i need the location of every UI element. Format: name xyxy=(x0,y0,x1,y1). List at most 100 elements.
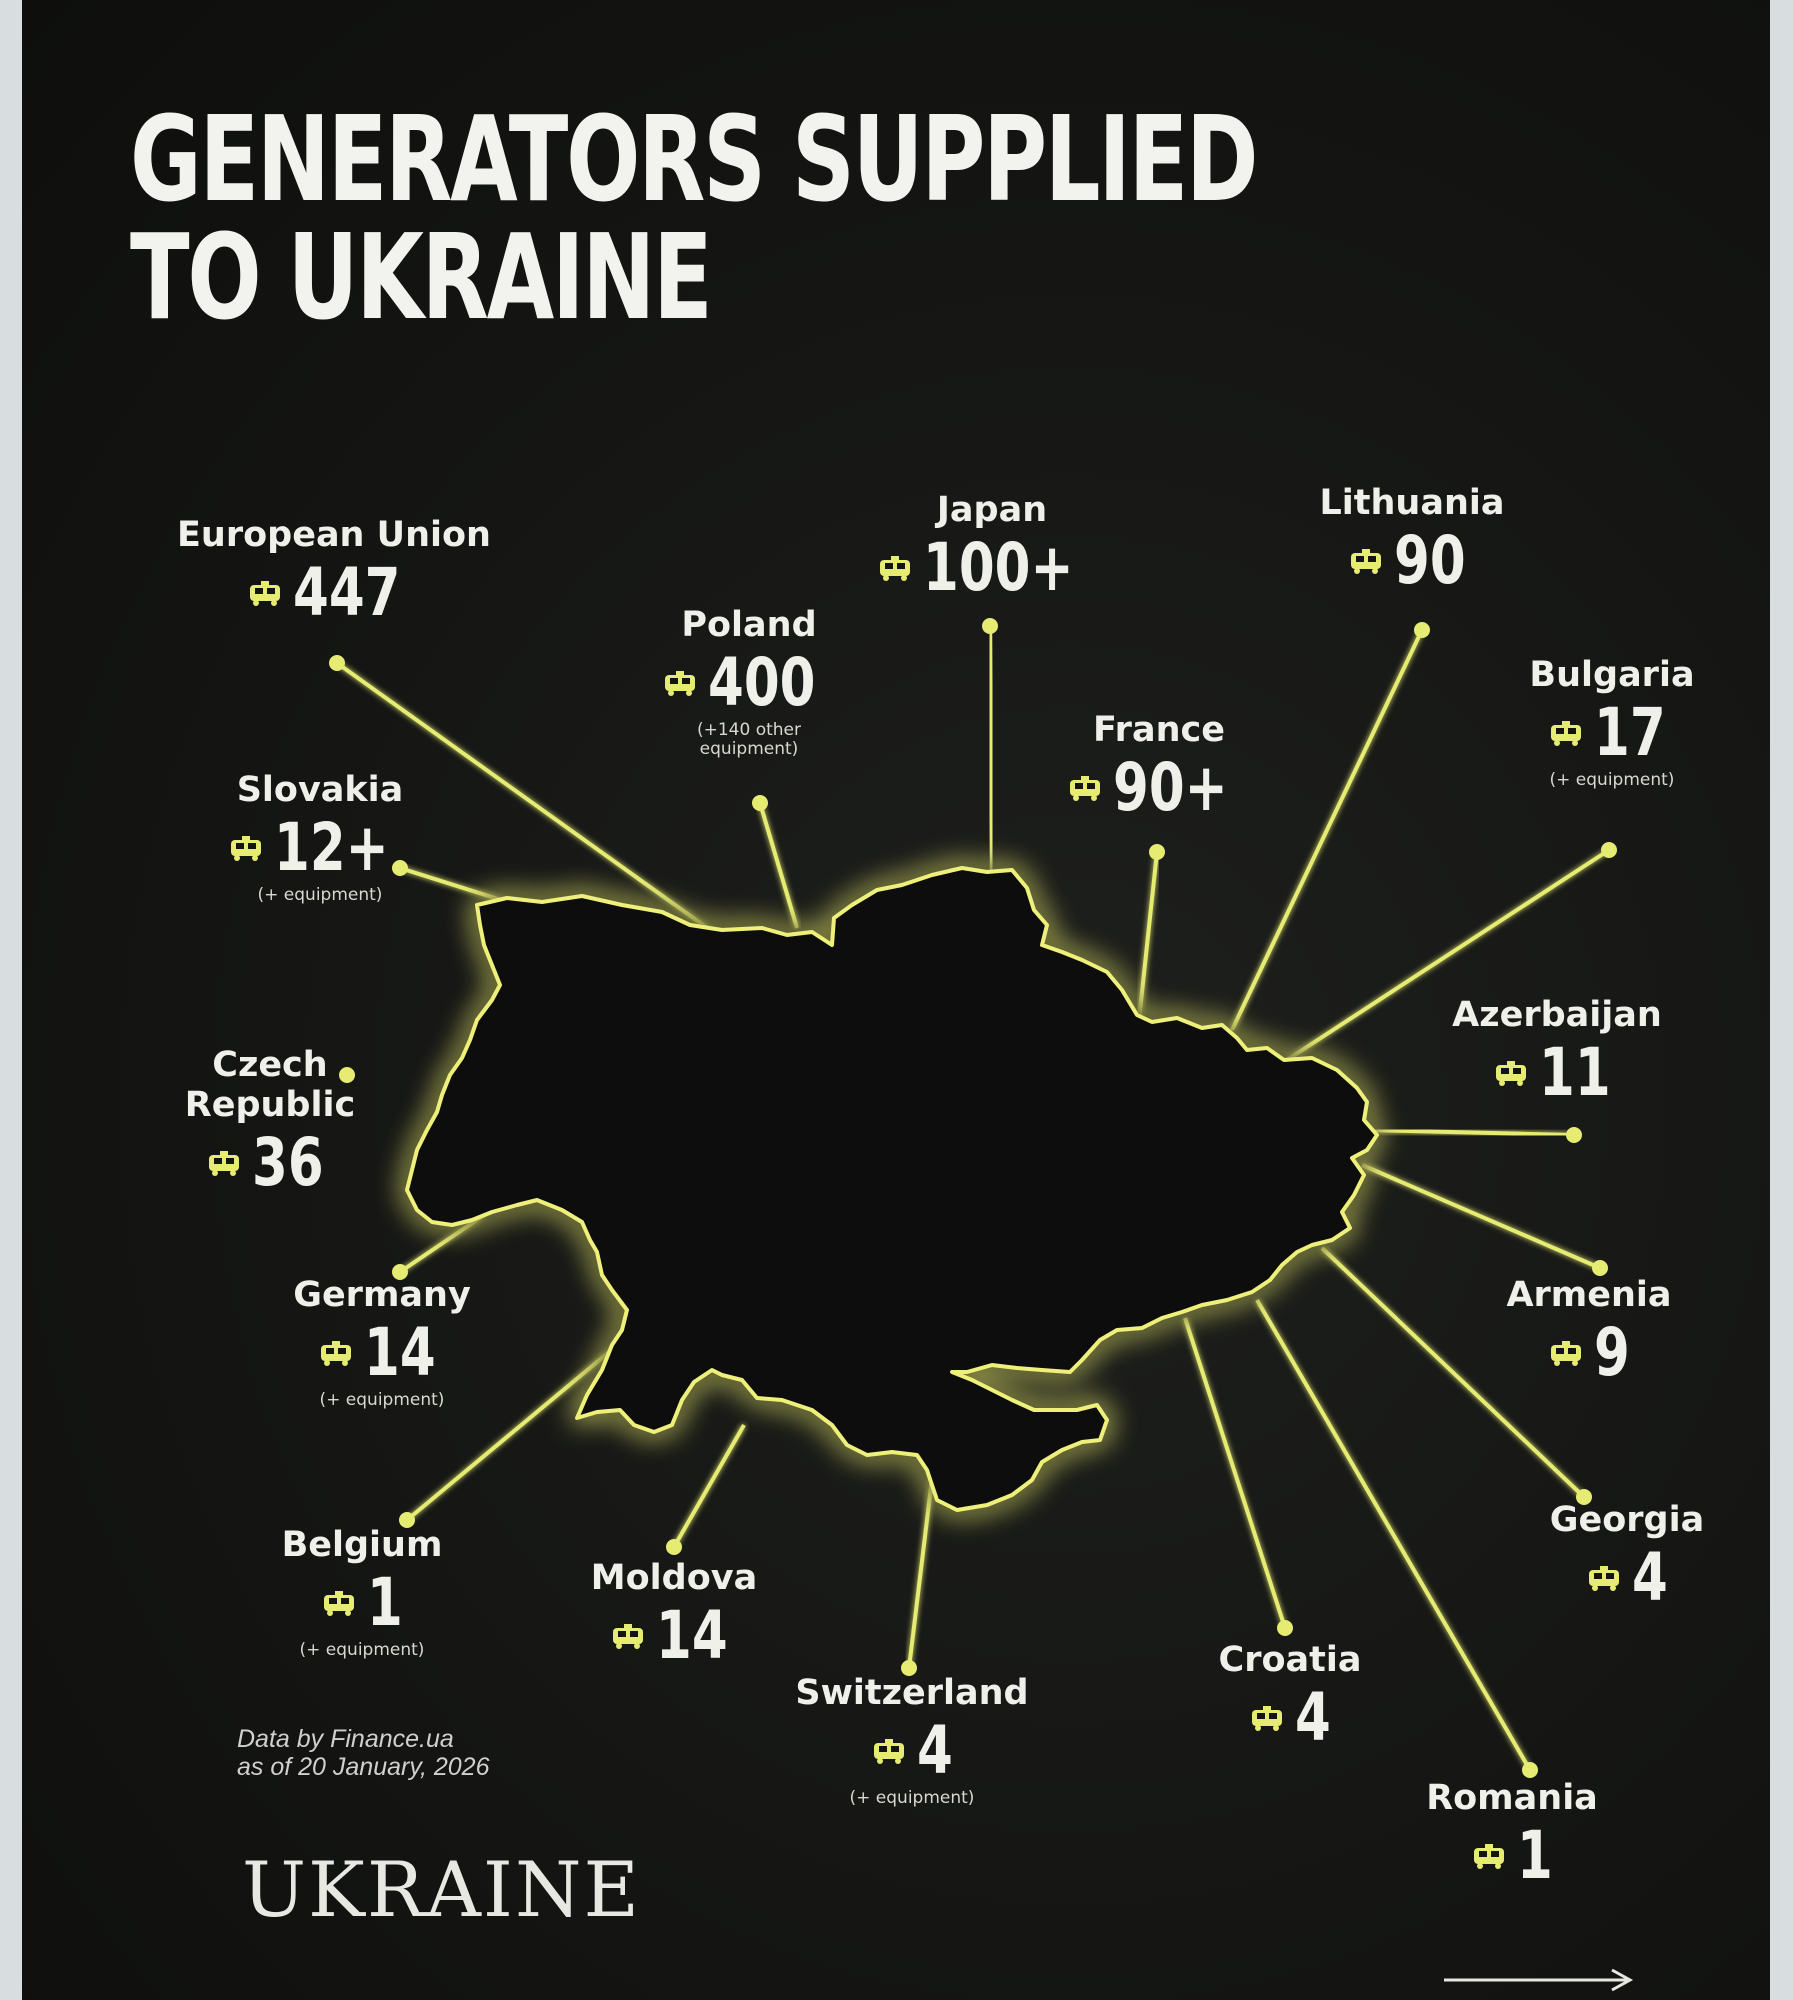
generator-icon xyxy=(1249,1704,1285,1732)
country-name: European Union xyxy=(177,515,491,555)
country-georgia: Georgia 4 xyxy=(1427,1500,1770,1616)
connector-dot-azerbaijan xyxy=(1566,1127,1582,1143)
country-note: (+140 other equipment) xyxy=(696,720,802,759)
generator-icon xyxy=(1548,719,1584,747)
generator-count: 14 xyxy=(364,1314,436,1391)
connector-dot-georgia xyxy=(1576,1489,1592,1505)
country-poland: Poland 400 (+140 other equipment) xyxy=(549,605,949,759)
country-name: Poland xyxy=(681,605,817,645)
country-name: Moldova xyxy=(590,1558,758,1598)
connector-dot-belgium xyxy=(399,1512,415,1528)
connector-dot-lithuania xyxy=(1414,622,1430,638)
ukraine-map xyxy=(329,618,1617,1778)
title-line-1: GENERATORS SUPPLIED xyxy=(130,90,1259,228)
connector-dot-armenia xyxy=(1592,1260,1608,1276)
generator-icon xyxy=(321,1589,357,1617)
country-note: (+ equipment) xyxy=(257,885,383,905)
country-value: 14 xyxy=(474,1598,874,1674)
country-name: Germany xyxy=(293,1275,471,1315)
generator-icon xyxy=(1067,774,1103,802)
country-name: Czech Republic xyxy=(184,1045,356,1125)
country-note: (+ equipment) xyxy=(299,1640,425,1660)
arrow-right-icon[interactable] xyxy=(1442,1965,1642,1995)
country-value: 11 xyxy=(1357,1035,1757,1111)
generator-icon xyxy=(1548,1339,1584,1367)
country-value: 100+ xyxy=(792,530,1192,606)
country-croatia: Croatia 4 xyxy=(1090,1640,1490,1756)
source-line-1: Data by Finance.ua xyxy=(237,1725,454,1753)
generator-count: 12+ xyxy=(274,809,390,886)
connector-dot-bulgaria xyxy=(1601,842,1617,858)
infographic-poster: GENERATORS SUPPLIED TO UKRAINE European … xyxy=(22,0,1770,2000)
generator-icon xyxy=(228,834,264,862)
country-armenia: Armenia 9 xyxy=(1389,1275,1770,1391)
country-name: Armenia xyxy=(1506,1275,1672,1315)
connector-dot-switzerland xyxy=(901,1660,917,1676)
connector-line-armenia xyxy=(1361,1163,1601,1270)
generator-count: 400 xyxy=(708,644,816,721)
country-value: 1 xyxy=(1312,1818,1712,1894)
country-note: (+ equipment) xyxy=(849,1788,975,1808)
country-japan: Japan 100+ xyxy=(792,490,1192,606)
generator-count: 4 xyxy=(1295,1679,1331,1756)
connector-line-lithuania xyxy=(1230,629,1424,1031)
title-line-2: TO UKRAINE xyxy=(130,208,713,346)
country-moldova: Moldova 14 xyxy=(474,1558,874,1674)
country-bulgaria: Bulgaria 17 (+ equipment) xyxy=(1412,655,1770,790)
connector-dot-germany xyxy=(392,1264,408,1280)
country-germany: Germany 14 (+ equipment) xyxy=(182,1275,582,1410)
generator-count: 4 xyxy=(1632,1539,1668,1616)
generator-icon xyxy=(871,1737,907,1765)
connector-dot-moldova xyxy=(666,1539,682,1555)
country-value: 447 xyxy=(134,555,534,631)
source-line-2: as of 20 January, 2026 xyxy=(237,1753,490,1781)
generator-count: 9 xyxy=(1594,1314,1630,1391)
country-value: 17 xyxy=(1412,695,1770,771)
country-note: (+ equipment) xyxy=(319,1390,445,1410)
ukraine-logo: UKRAINE xyxy=(242,1845,641,1934)
connector-lines xyxy=(335,625,1611,1772)
ukraine-outline xyxy=(405,866,1379,1512)
generator-count: 36 xyxy=(252,1124,324,1201)
country-value: 12+ xyxy=(120,810,520,886)
country-name: Romania xyxy=(1426,1778,1598,1818)
country-name: Azerbaijan xyxy=(1452,995,1662,1035)
connector-dot-european-union xyxy=(329,655,345,671)
connector-line-moldova xyxy=(672,1424,746,1548)
connector-line-france xyxy=(1137,851,1159,1021)
country-name: Georgia xyxy=(1549,1500,1705,1540)
connector-endpoints xyxy=(329,618,1617,1778)
country-czech-republic: Czech Republic 36 xyxy=(70,1045,470,1201)
connector-dot-czech-republic xyxy=(339,1067,355,1083)
generator-icon xyxy=(662,669,698,697)
connector-line-croatia xyxy=(1183,1317,1287,1629)
generator-count: 14 xyxy=(656,1597,728,1674)
connector-dot-romania xyxy=(1522,1762,1538,1778)
country-belgium: Belgium 1 (+ equipment) xyxy=(162,1525,562,1660)
connector-line-bulgaria xyxy=(1285,848,1611,1062)
page-title: GENERATORS SUPPLIED TO UKRAINE xyxy=(130,90,1259,346)
country-value: 14 xyxy=(182,1315,582,1391)
connector-line-azerbaijan xyxy=(1366,1128,1575,1137)
country-name: Lithuania xyxy=(1319,483,1505,523)
country-name: Slovakia xyxy=(236,770,404,810)
generator-count: 4 xyxy=(917,1712,953,1789)
country-name: Japan xyxy=(936,490,1048,530)
generator-icon xyxy=(1348,547,1384,575)
connector-line-poland xyxy=(758,802,799,929)
connector-line-european-union xyxy=(335,661,712,932)
connector-line-germany xyxy=(398,1213,486,1274)
country-name: Switzerland xyxy=(795,1673,1029,1713)
generator-count: 100+ xyxy=(923,529,1075,606)
generator-icon xyxy=(247,579,283,607)
generator-icon xyxy=(318,1339,354,1367)
generator-icon xyxy=(1471,1842,1507,1870)
country-name: France xyxy=(1093,710,1225,750)
connector-dot-slovakia xyxy=(392,860,408,876)
connector-dot-japan xyxy=(982,618,998,634)
country-note: (+ equipment) xyxy=(1549,770,1675,790)
country-name: Croatia xyxy=(1218,1640,1362,1680)
generator-count: 1 xyxy=(367,1564,403,1641)
country-azerbaijan: Azerbaijan 11 xyxy=(1357,995,1757,1111)
connector-line-romania xyxy=(1255,1298,1532,1772)
